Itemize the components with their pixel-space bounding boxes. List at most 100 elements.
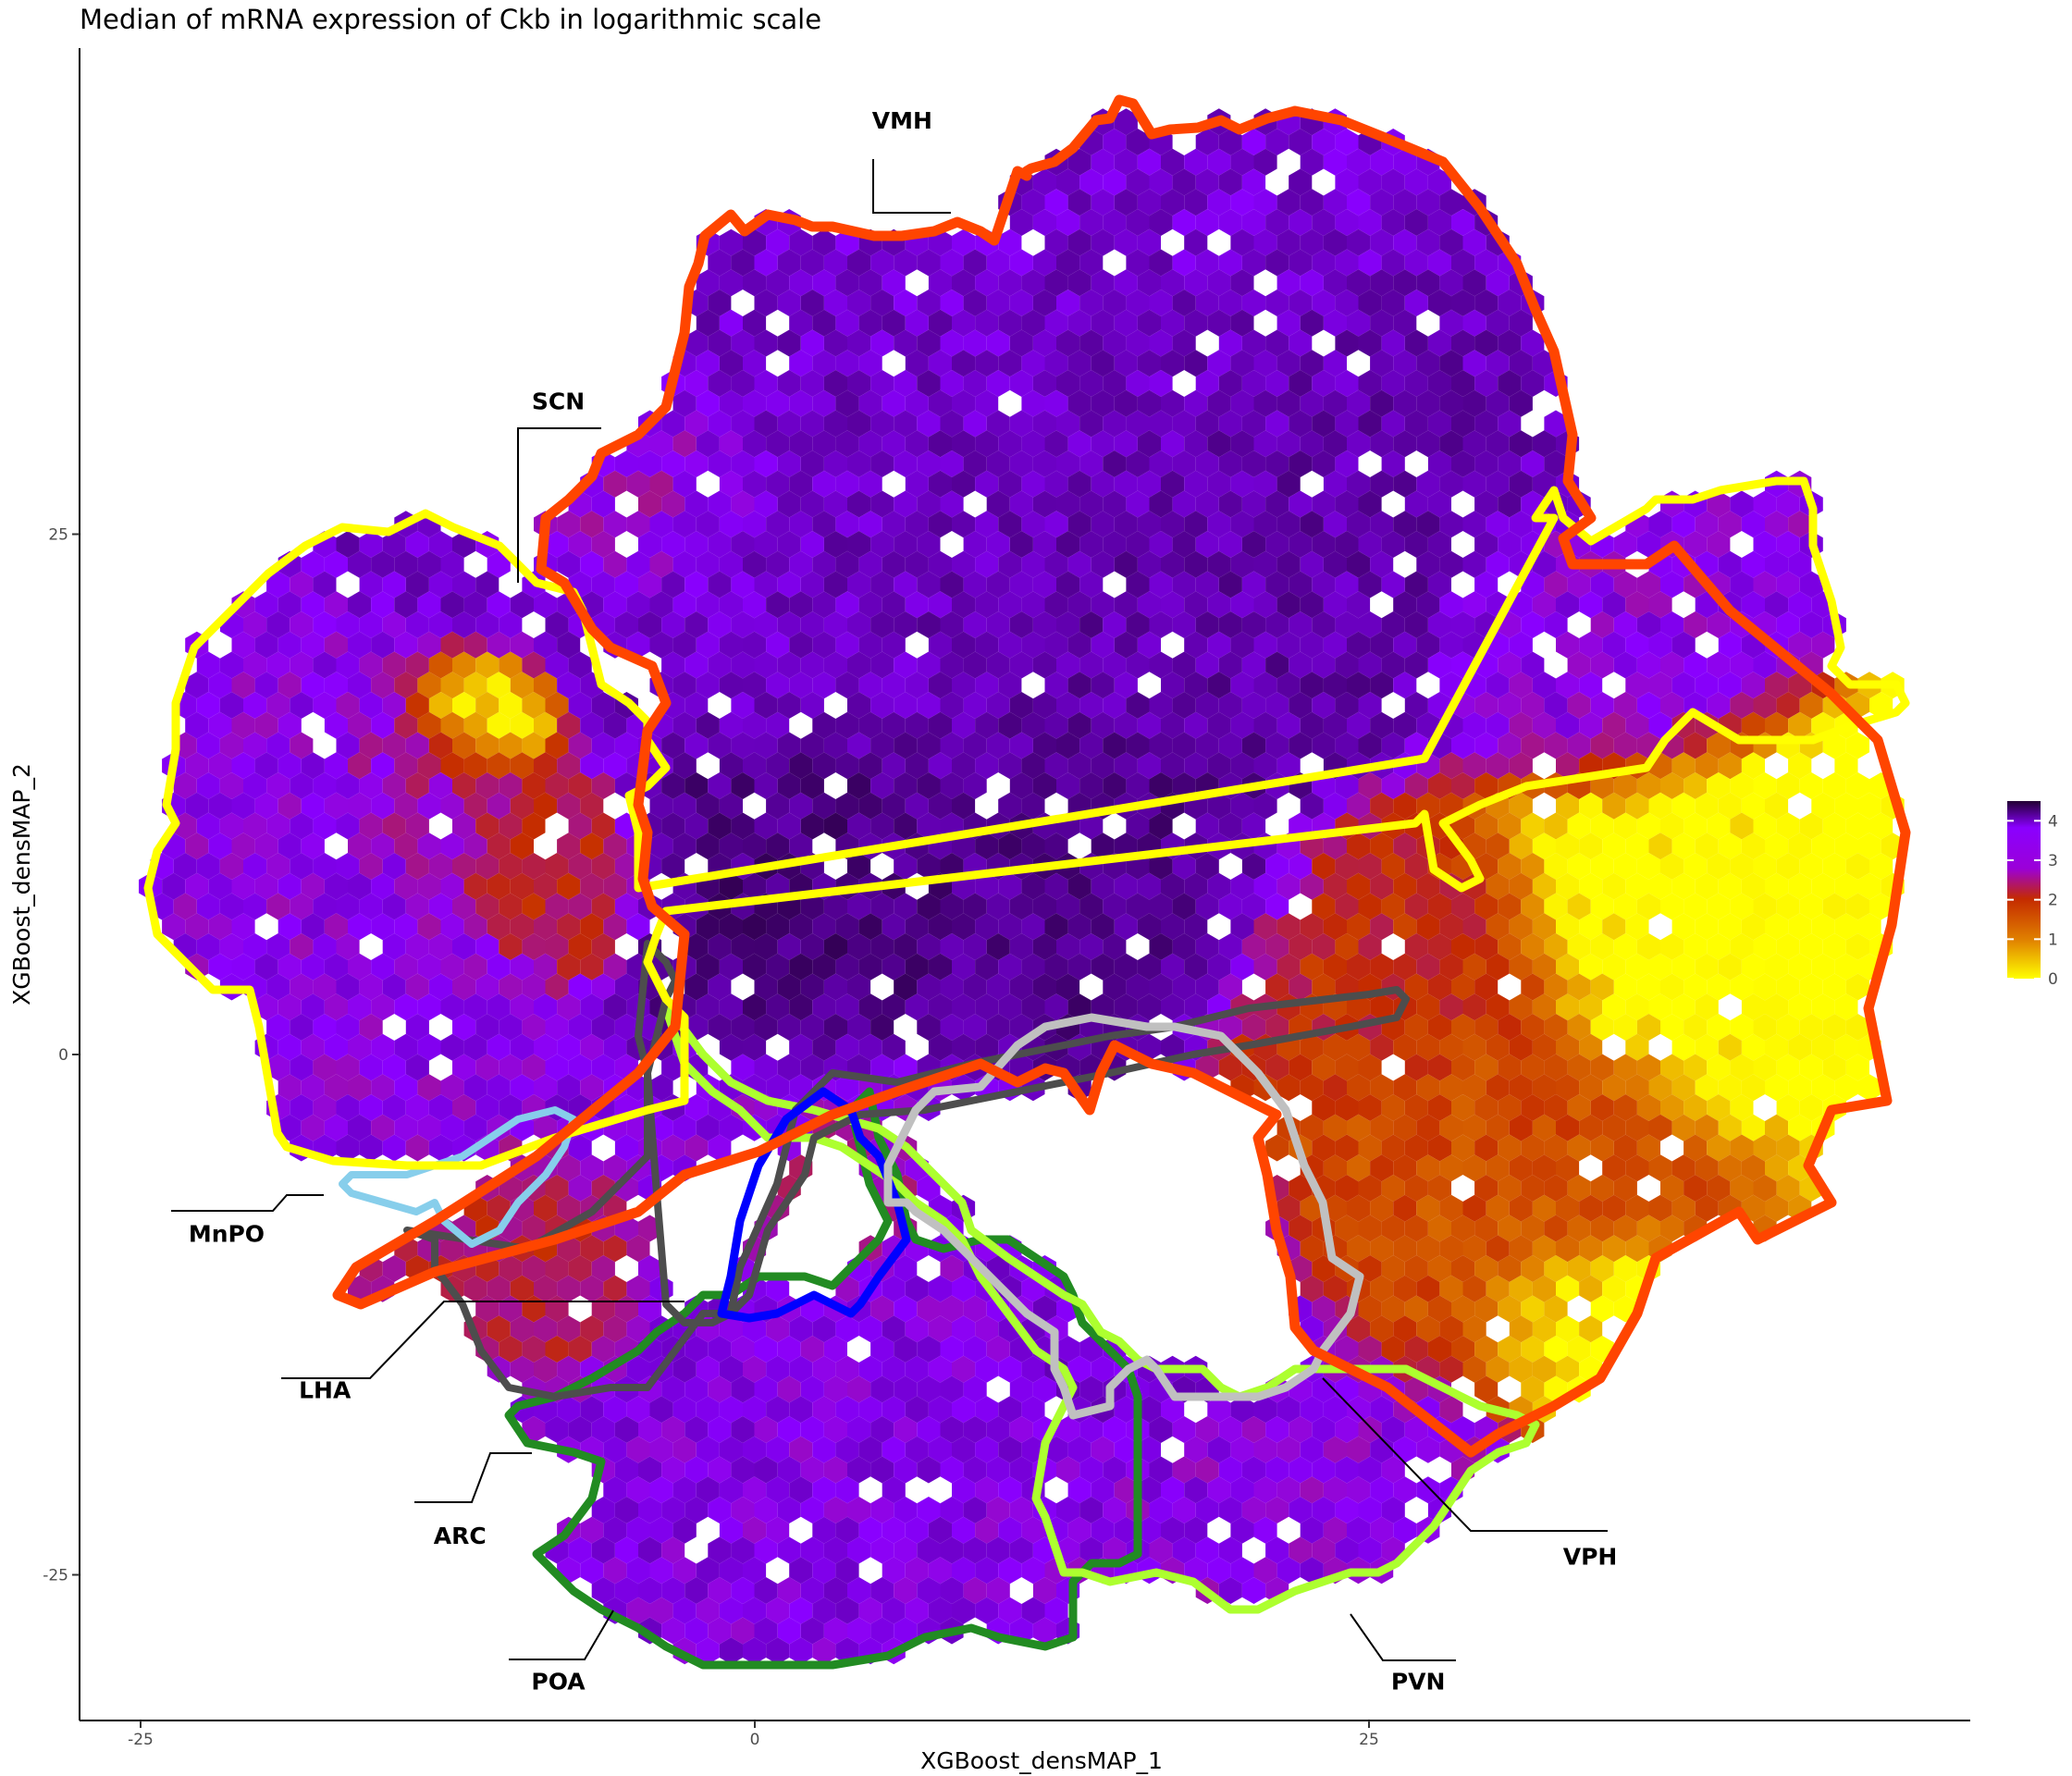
hexbin-cell	[1195, 732, 1219, 759]
hexbin-cell	[1021, 1516, 1045, 1544]
hexbin-cell	[743, 953, 767, 980]
hexbin-cell	[1636, 571, 1660, 598]
hexbin-cell	[1103, 611, 1127, 638]
hexbin-cell	[986, 1336, 1010, 1363]
hexbin-cell	[754, 531, 778, 558]
hexbin-cell	[743, 1557, 767, 1585]
hexbin-cell	[847, 249, 871, 277]
hexbin-cell	[428, 853, 452, 880]
hexbin-cell	[1149, 732, 1173, 759]
hexbin-cell	[463, 591, 487, 619]
hexbin-cell	[1439, 1074, 1463, 1102]
hexbin-cell	[1718, 550, 1742, 578]
hexbin-cell	[719, 550, 743, 578]
hexbin-cell	[1799, 1014, 1823, 1041]
colorbar-tick-label: 2	[2048, 892, 2058, 910]
hexbin-cell	[1009, 290, 1033, 316]
hexbin-cell	[812, 591, 836, 619]
hexbin-cell	[1149, 329, 1173, 357]
hexbin-cell	[1079, 692, 1104, 719]
hexbin-cell	[1021, 993, 1045, 1021]
hexbin-cell	[1845, 1014, 1869, 1041]
hexbin-cell	[557, 1275, 581, 1302]
hexbin-cell	[1509, 309, 1533, 337]
hexbin-cell	[1218, 1456, 1242, 1484]
hexbin-cell	[882, 1033, 906, 1061]
hexbin-cell	[1149, 450, 1173, 477]
hexbin-cell	[823, 249, 847, 277]
hexbin-cell	[278, 1074, 302, 1102]
hexbin-cell	[1799, 772, 1823, 799]
hexbin-cell	[1207, 511, 1231, 538]
hexbin-cell	[986, 370, 1010, 397]
hexbin-cell	[963, 611, 987, 638]
hexbin-cell	[928, 711, 952, 739]
hexbin-cell	[894, 933, 918, 960]
x-axis-ticks: -25 0 25	[128, 1720, 1379, 1749]
hexbin-cell	[731, 1617, 755, 1645]
hexbin-cell	[1347, 1315, 1371, 1343]
hexbin-cell	[719, 1557, 743, 1585]
hexbin-cell	[661, 1134, 685, 1162]
hexbin-cell	[1439, 430, 1463, 458]
hexbin-cell	[1079, 1456, 1104, 1484]
hexbin-cell	[580, 1074, 604, 1102]
hexbin-cell	[1044, 550, 1068, 578]
hexbin-cell	[440, 832, 464, 860]
hexbin-cell	[998, 672, 1022, 699]
hexbin-cell	[475, 973, 500, 1001]
hexbin-cell	[1149, 410, 1173, 438]
hexbin-cell	[743, 511, 767, 538]
hexbin-cell	[743, 1436, 767, 1463]
hexbin-cell	[1625, 631, 1649, 659]
hexbin-cell	[1253, 1516, 1277, 1544]
hexbin-cell	[766, 953, 790, 980]
hexbin-cell	[1648, 511, 1672, 538]
hexbin-cell	[1613, 732, 1637, 759]
hexbin-cell	[1056, 1336, 1080, 1363]
hexbin-cell	[1765, 792, 1789, 820]
hexbin-cell	[1149, 571, 1173, 598]
hexbin-cell	[1625, 711, 1649, 739]
hexbin-cell	[1103, 410, 1127, 438]
hexbin-cell	[1137, 1516, 1161, 1544]
hexbin-cell	[1126, 168, 1150, 196]
hexbin-cell	[882, 591, 906, 619]
hexbin-cell	[371, 1074, 395, 1102]
hexbin-cell	[1660, 611, 1684, 638]
hexbin-cell	[719, 309, 743, 337]
hexbin-cell	[998, 1516, 1022, 1544]
hexbin-cell	[905, 1597, 929, 1624]
hexbin-cell	[278, 672, 302, 699]
hexbin-cell	[1509, 993, 1533, 1021]
hexbin-cell	[975, 511, 999, 538]
hexbin-cell	[1393, 832, 1417, 860]
hexbin-cell	[614, 450, 638, 477]
hexbin-cell	[1126, 531, 1150, 558]
hexbin-cell	[754, 1577, 778, 1604]
hexbin-cell	[708, 732, 732, 759]
hexbin-cell	[812, 993, 836, 1021]
hexbin-cell	[1079, 1375, 1104, 1403]
hexbin-cell	[800, 772, 824, 799]
hexbin-cell	[870, 571, 894, 598]
hexbin-cell	[591, 1336, 615, 1363]
hexbin-cell	[1312, 290, 1336, 316]
hexbin-cell	[440, 872, 464, 900]
hexbin-cell	[475, 1014, 500, 1041]
hexbin-cell	[905, 1275, 929, 1302]
hexbin-cell	[1404, 370, 1428, 397]
hexbin-cell	[708, 571, 732, 598]
hexbin-cell	[708, 370, 732, 397]
hexbin-cell	[1404, 893, 1428, 920]
hexbin-cell	[1451, 450, 1475, 477]
hexbin-cell	[800, 249, 824, 277]
hexbin-cell	[1753, 571, 1777, 598]
hexbin-cell	[1032, 1617, 1056, 1645]
hexbin-cell	[394, 1074, 418, 1102]
hexbin-cell	[440, 993, 464, 1021]
hexbin-cell	[1811, 913, 1835, 941]
hexbin-cell	[1613, 1094, 1637, 1121]
hexbin-cell	[800, 1336, 824, 1363]
hexbin-cell	[1230, 752, 1254, 780]
